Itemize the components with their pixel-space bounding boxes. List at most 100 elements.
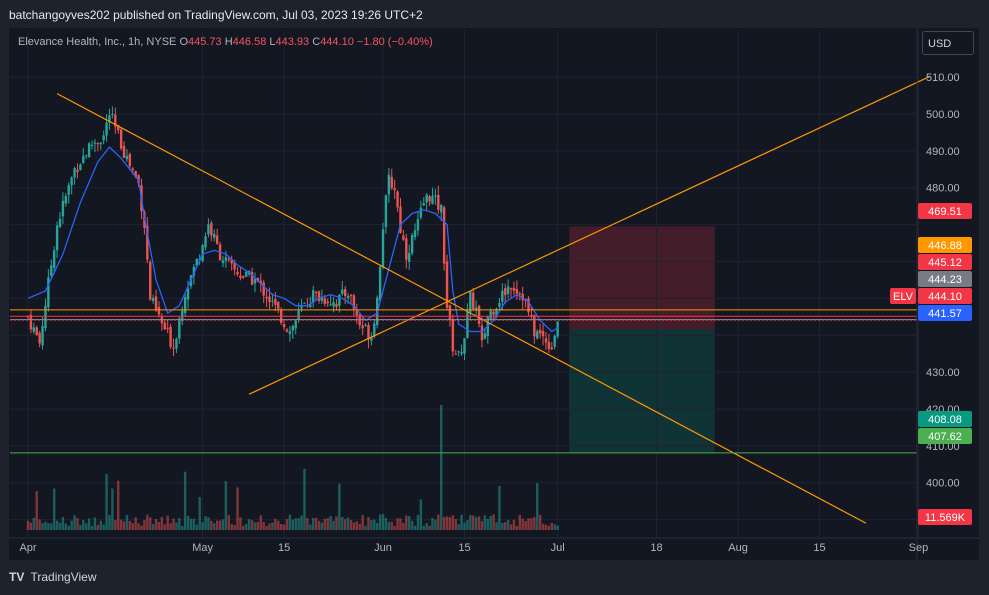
volume-bar — [440, 405, 443, 530]
price-label: 441.57 — [928, 308, 962, 320]
candle-body — [448, 305, 452, 320]
open-label: O — [179, 36, 188, 48]
candle-body — [157, 306, 161, 315]
candle-body — [239, 275, 242, 279]
candle-body — [399, 206, 402, 233]
candle-body — [67, 184, 70, 195]
volume-bar — [157, 521, 161, 530]
volume-bar — [96, 525, 100, 530]
volume-bar — [233, 524, 236, 530]
close-value: 444.10 — [320, 36, 354, 48]
volume-bar — [297, 518, 300, 530]
volume-bar — [521, 518, 524, 530]
volume-bar — [556, 525, 559, 530]
volume-bar — [41, 523, 44, 530]
volume-bar — [279, 524, 283, 530]
candle-body — [311, 290, 315, 303]
volume-bar — [140, 525, 143, 530]
candle-body — [47, 277, 50, 308]
candle-body — [294, 320, 297, 329]
time-tick-label: Sep — [909, 542, 929, 554]
volume-bar — [105, 473, 108, 530]
volume-bar — [32, 517, 36, 530]
volume-bar — [189, 518, 193, 530]
volume-bar — [247, 519, 251, 530]
candle-body — [445, 261, 449, 308]
volume-bar — [198, 496, 201, 530]
volume-bar — [215, 520, 219, 530]
volume-bar — [425, 523, 428, 530]
candle-body — [114, 114, 117, 127]
candle-body — [233, 262, 236, 270]
volume-bar — [530, 518, 533, 530]
volume-bar — [253, 522, 257, 530]
price-label: 445.12 — [928, 257, 962, 269]
volume-bar — [181, 525, 184, 530]
candle-body — [128, 154, 132, 167]
candle-body — [213, 233, 216, 238]
chart-panel[interactable] — [9, 28, 979, 560]
volume-bar — [489, 515, 492, 530]
volume-bar — [431, 517, 434, 530]
currency-button[interactable]: USD — [922, 31, 974, 55]
candle-body — [250, 272, 254, 285]
volume-bar — [402, 522, 405, 530]
candle-body — [556, 321, 559, 337]
price-label-box — [918, 237, 972, 253]
candle-body — [61, 200, 65, 217]
volume-bar — [373, 519, 376, 530]
candle-body — [178, 318, 181, 339]
candle-body — [309, 304, 312, 308]
candle-body — [151, 297, 155, 301]
candle-body — [335, 304, 338, 307]
candle-body — [396, 191, 399, 208]
candle-body — [204, 236, 207, 248]
volume-bar — [102, 524, 105, 530]
footer-brand[interactable]: TV TradingView — [9, 570, 97, 584]
candle-body — [58, 218, 62, 227]
volume-bar — [445, 516, 449, 530]
volume-bar — [483, 515, 487, 530]
candle-body — [550, 347, 553, 350]
candle-body — [533, 314, 536, 337]
candle-body — [131, 168, 134, 171]
volume-bar — [504, 522, 507, 530]
time-tick-label: May — [192, 542, 213, 554]
candle-body — [253, 278, 257, 284]
candle-body — [35, 327, 38, 336]
volume-bar — [256, 522, 260, 530]
candle-body — [457, 351, 460, 353]
price-tick-label: 430.00 — [926, 367, 960, 379]
candle-body — [236, 271, 239, 275]
volume-bar — [454, 519, 457, 530]
time-tick-label: 15 — [813, 542, 825, 554]
candle-body — [460, 352, 463, 354]
volume-bar — [309, 524, 312, 530]
volume-bar — [76, 518, 79, 530]
volume-bar — [26, 520, 30, 530]
candle-body — [410, 235, 414, 254]
candle-body — [437, 194, 440, 210]
ascending-trendline — [248, 75, 931, 395]
volume-bar — [367, 516, 370, 530]
price-label-box — [918, 305, 972, 321]
candle-body — [172, 347, 175, 349]
volume-bar — [541, 523, 545, 530]
volume-bar — [486, 518, 489, 530]
volume-bar — [67, 525, 70, 530]
candle-body — [41, 326, 44, 346]
time-tick-label: Jun — [374, 542, 392, 554]
candle-body — [259, 280, 262, 284]
volume-bar — [326, 518, 329, 530]
volume-bar — [64, 523, 68, 530]
candle-body — [314, 291, 318, 293]
volume-bar — [125, 515, 129, 530]
candle-body — [422, 203, 425, 206]
volume-bar — [114, 519, 117, 530]
volume-bar — [122, 521, 126, 530]
candle-body — [105, 122, 108, 136]
candle-body — [96, 143, 100, 145]
candle-body — [541, 331, 545, 337]
candle-body — [102, 135, 105, 141]
